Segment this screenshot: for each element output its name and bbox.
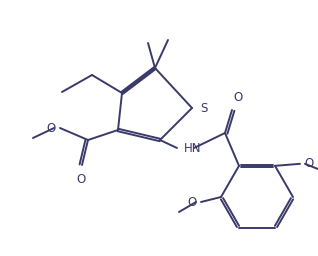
Text: O: O [47, 122, 56, 134]
Text: O: O [76, 173, 86, 186]
Text: HN: HN [184, 142, 202, 155]
Text: S: S [200, 101, 207, 114]
Text: O: O [304, 157, 313, 170]
Text: O: O [233, 91, 242, 104]
Text: O: O [188, 196, 197, 208]
